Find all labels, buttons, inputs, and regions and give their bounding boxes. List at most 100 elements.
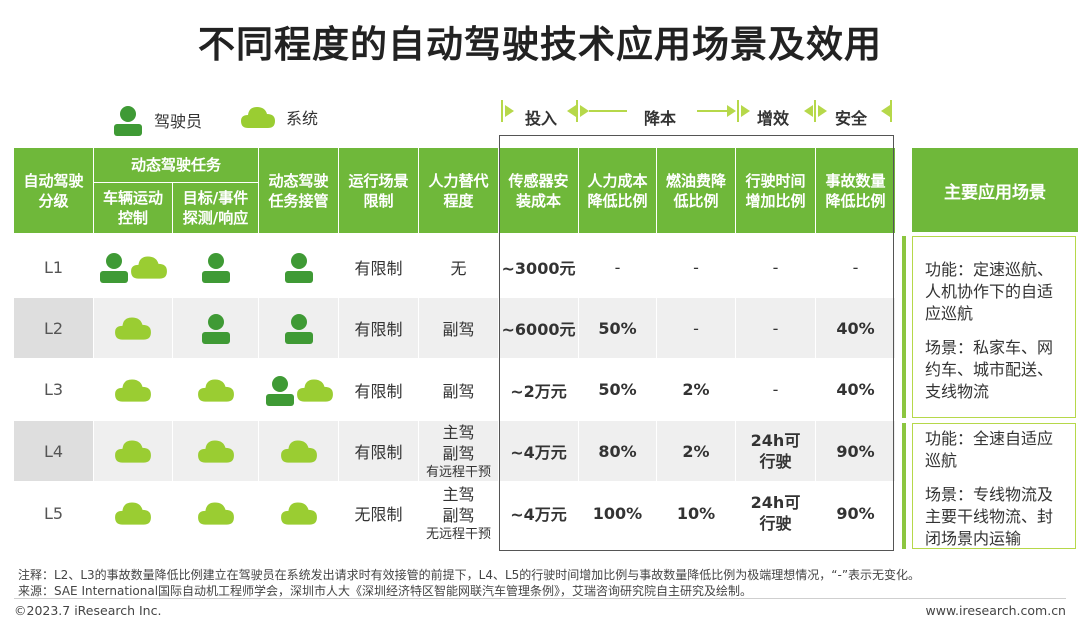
- cloud-icon: [115, 440, 151, 463]
- header-sensor-cost: 传感器安装成本: [499, 148, 578, 233]
- fallback-cell: [259, 482, 338, 544]
- fallback-cell: [259, 237, 338, 297]
- fallback-cell: [259, 359, 338, 420]
- time-increase-cell: -: [772, 257, 779, 277]
- oedr-cell: [173, 359, 258, 420]
- replacement-cell: 副驾: [442, 320, 475, 339]
- vehicle-control-cell: [94, 298, 172, 358]
- driver-icon: [201, 314, 230, 344]
- sensor-cost-cell: ~4万元: [510, 443, 567, 462]
- footer-url: www.iresearch.com.cn: [925, 603, 1067, 618]
- oedr-cell: [173, 421, 258, 481]
- header-level: 自动驾驶分级: [14, 148, 93, 233]
- replacement-cell: 无: [450, 259, 467, 278]
- vehicle-control-cell: [94, 482, 172, 544]
- time-increase-cell: -: [772, 380, 779, 399]
- band-cost: 降本: [644, 109, 677, 128]
- fuel-cost-cell: -: [693, 257, 699, 277]
- labor-cost-cell: 50%: [598, 318, 637, 338]
- fuel-cost-cell: 10%: [676, 503, 716, 523]
- accident-cell: 90%: [836, 441, 875, 461]
- driver-icon: [100, 253, 128, 283]
- footer-divider: [14, 598, 1066, 599]
- sensor-cost-cell: ~6000元: [501, 320, 576, 339]
- vehicle-control-cell: [94, 421, 172, 481]
- odd-cell: 有限制: [354, 320, 403, 339]
- header-time-increase: 行驶时间增加比例: [736, 148, 815, 233]
- odd-cell: 无限制: [354, 505, 403, 524]
- legend-driver: 驾驶员: [112, 104, 202, 136]
- fallback-cell: [259, 421, 338, 481]
- replacement-cell: 副驾: [442, 381, 475, 401]
- cloud-icon: [115, 317, 151, 340]
- fuel-cost-cell: 2%: [682, 441, 710, 461]
- oedr-cell: [173, 482, 258, 544]
- accident-cell: 40%: [836, 380, 875, 399]
- band-safety: 安全: [835, 109, 868, 128]
- scene-bar-1: [902, 236, 906, 418]
- header-oedr: 目标/事件探测/响应: [173, 183, 258, 233]
- fuel-cost-cell: 2%: [682, 380, 710, 399]
- replacement-cell: 主驾 副驾 有远程干预: [425, 422, 491, 480]
- odd-cell: 有限制: [354, 443, 403, 462]
- driver-icon: [284, 314, 313, 344]
- labor-cost-cell: -: [614, 257, 621, 277]
- header-main-scene: 主要应用场景: [912, 148, 1078, 232]
- accident-cell: -: [852, 257, 859, 277]
- cloud-icon: [131, 256, 167, 279]
- economics-frame: [499, 135, 894, 551]
- cloud-icon: [197, 440, 234, 463]
- header-labor-cost: 人力成本降低比例: [579, 148, 656, 233]
- level-cell: L3: [14, 359, 93, 420]
- band-invest: 投入: [525, 109, 558, 128]
- header-fallback: 动态驾驶任务接管: [259, 148, 338, 233]
- replacement-cell: 主驾 副驾 无远程干预: [425, 484, 491, 542]
- footer-copyright: ©2023.7 iResearch Inc.: [14, 603, 162, 618]
- cloud-icon: [115, 378, 151, 402]
- odd-cell: 有限制: [354, 259, 403, 278]
- scene-box-l4-l5: 功能：全速自适应巡航 场景：专线物流及主要干线物流、封闭场景内运输: [912, 423, 1076, 549]
- level-cell: L1: [14, 237, 93, 297]
- scene-bar-2: [902, 423, 906, 549]
- accident-cell: 90%: [836, 503, 875, 523]
- odd-cell: 有限制: [354, 381, 403, 401]
- driver-icon: [114, 106, 142, 136]
- legend-driver-label: 驾驶员: [154, 112, 203, 131]
- sensor-cost-cell: ~4万元: [510, 505, 567, 524]
- fallback-cell: [259, 298, 338, 358]
- driver-icon: [284, 253, 313, 283]
- oedr-cell: [173, 237, 258, 297]
- cloud-icon: [296, 378, 333, 402]
- table-row: L1 有限制 无 ~3000元 - - - -: [14, 237, 895, 297]
- cloud-icon: [280, 440, 317, 463]
- legend-system-label: 系统: [286, 109, 319, 128]
- level-cell: L4: [14, 421, 93, 481]
- accident-cell: 40%: [836, 318, 875, 338]
- fuel-cost-cell: -: [693, 318, 699, 338]
- header-ddt: 动态驾驶任务: [94, 148, 258, 182]
- level-cell: L2: [14, 298, 93, 358]
- cloud-icon: [280, 502, 317, 525]
- scene-function-1: 功能：定速巡航、人机协作下的自适应巡航: [925, 260, 1054, 323]
- driver-icon: [201, 253, 230, 283]
- cloud-icon: [197, 502, 234, 525]
- cloud-icon: [197, 378, 234, 402]
- oedr-cell: [173, 298, 258, 358]
- time-increase-cell: 24h可行驶: [750, 431, 801, 471]
- time-increase-cell: 24h可行驶: [750, 493, 801, 533]
- header-odd: 运行场景限制: [339, 148, 418, 233]
- category-band: 投入 降本 增效 安全: [499, 96, 894, 136]
- table-row: L4 有限制 主驾 副驾 有远程干预 ~4万元 80% 2% 24h可行驶 90%: [14, 421, 895, 481]
- scene-box-l1-l3: 功能：定速巡航、人机协作下的自适应巡航 场景：私家车、网约车、城市配送、支线物流: [912, 236, 1076, 418]
- level-cell: L5: [14, 482, 93, 544]
- table-row: L3 有限制 副驾 ~2万元 50% 2% - 40%: [14, 359, 895, 420]
- header-accident: 事故数量降低比例: [816, 148, 895, 233]
- page-title: 不同程度的自动驾驶技术应用场景及效用: [198, 23, 882, 66]
- sensor-cost-cell: ~3000元: [501, 259, 576, 278]
- source-text: 来源：SAE International国际自动机工程师学会，深圳市人大《深圳经…: [18, 584, 753, 598]
- header-fuel-cost: 燃油费降低比例: [657, 148, 735, 233]
- legend-system: 系统: [240, 104, 318, 130]
- replacement-note: 有远程干预: [425, 464, 491, 480]
- sensor-cost-cell: ~2万元: [510, 381, 567, 401]
- note-text: 注释：L2、L3的事故数量降低比例建立在驾驶员在系统发出请求时有效接管的前提下，…: [18, 568, 921, 582]
